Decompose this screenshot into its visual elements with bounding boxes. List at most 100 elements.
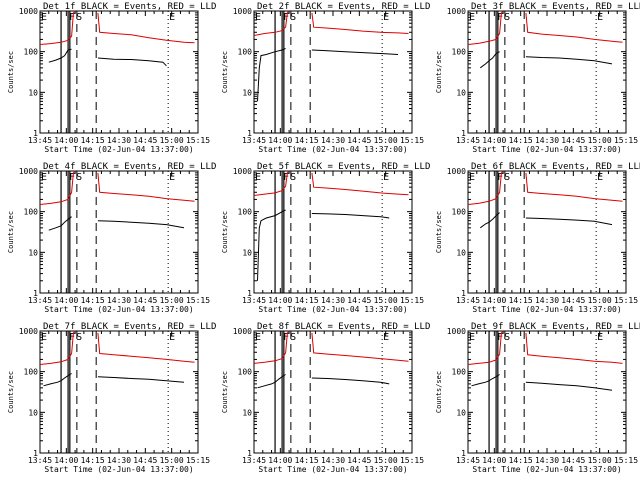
y-tick-label: 100 <box>452 208 467 217</box>
x-tick-label: 13:45 <box>456 456 480 465</box>
interval-marker-E: E <box>597 172 603 183</box>
y-tick-label: 1000 <box>19 327 38 336</box>
y-tick-label: 1 <box>247 289 252 298</box>
series-lld <box>253 10 409 36</box>
x-tick-label: 14:00 <box>268 296 292 305</box>
x-tick-label: 13:45 <box>242 456 266 465</box>
x-tick-label: 14:00 <box>268 136 292 145</box>
x-tick-label: 14:30 <box>321 456 345 465</box>
y-tick-label: 10 <box>28 408 38 417</box>
x-tick-label: 14:45 <box>133 296 157 305</box>
panel-det-2: Det 2f BLACK = Events, RED = LLD Counts/s… <box>221 2 430 154</box>
plot-frame <box>39 330 199 454</box>
panel-title: Det 9f BLACK = Events, RED = LLD <box>471 322 640 332</box>
interval-marker-E: E <box>469 12 475 23</box>
x-tick-label: 14:30 <box>321 136 345 145</box>
panel-det-8: Det 8f BLACK = Events, RED = LLD Counts/s… <box>221 322 430 474</box>
interval-marker-F: F <box>69 332 75 343</box>
x-tick-label: 15:00 <box>588 296 612 305</box>
panel-title: Det 6f BLACK = Events, RED = LLD <box>471 162 640 172</box>
y-axis-label: Counts/sec <box>221 51 229 93</box>
interval-marker-E: E <box>469 172 475 183</box>
y-tick-label: 1 <box>33 289 38 298</box>
y-tick-label: 1000 <box>447 7 466 16</box>
y-tick-label: 1000 <box>233 327 252 336</box>
interval-marker-S: S <box>290 172 296 183</box>
series-events <box>48 216 185 231</box>
interval-marker-E: E <box>255 332 261 343</box>
interval-marker-S: S <box>76 332 82 343</box>
panel-det-6: Det 6f BLACK = Events, RED = LLD Counts/s… <box>435 162 640 314</box>
x-tick-label: 14:00 <box>482 296 506 305</box>
x-axis-label: Start Time (02-Jun-04 13:37:00) <box>44 145 193 154</box>
y-tick-label: 100 <box>452 368 467 377</box>
plot-frame <box>253 330 413 454</box>
interval-marker-S: S <box>504 172 510 183</box>
x-tick-label: 14:00 <box>482 456 506 465</box>
y-tick-label: 10 <box>242 408 252 417</box>
x-tick-label: 15:00 <box>160 456 184 465</box>
panel-det-7: Det 7f BLACK = Events, RED = LLD Counts/s… <box>7 322 216 474</box>
x-tick-label: 15:15 <box>400 456 424 465</box>
y-tick-label: 1 <box>247 449 252 458</box>
panel-det-3: Det 3f BLACK = Events, RED = LLD Counts/s… <box>435 2 640 154</box>
x-tick-label: 14:00 <box>482 136 506 145</box>
y-axis-label: Counts/sec <box>221 371 229 413</box>
interval-marker-E: E <box>383 172 389 183</box>
panel-det-5: Det 5f BLACK = Events, RED = LLD Counts/s… <box>221 162 430 314</box>
y-tick-label: 10 <box>456 88 466 97</box>
interval-marker-S: S <box>504 332 510 343</box>
series-lld <box>253 330 409 364</box>
y-axis-label: Counts/sec <box>435 211 443 253</box>
panel-title: Det 4f BLACK = Events, RED = LLD <box>43 162 216 172</box>
x-tick-label: 14:45 <box>347 136 371 145</box>
panel-title: Det 5f BLACK = Events, RED = LLD <box>257 162 430 172</box>
y-tick-label: 10 <box>456 408 466 417</box>
x-tick-label: 15:00 <box>374 136 398 145</box>
x-axis-label: Start Time (02-Jun-04 13:37:00) <box>258 305 407 314</box>
interval-marker-E: E <box>597 332 603 343</box>
y-tick-label: 1 <box>247 129 252 138</box>
panel-det-1: Det 1f BLACK = Events, RED = LLD Counts/s… <box>7 2 216 154</box>
series-lld <box>467 330 623 365</box>
y-tick-label: 10 <box>28 248 38 257</box>
y-axis-label: Counts/sec <box>435 51 443 93</box>
x-tick-label: 14:15 <box>81 136 105 145</box>
x-tick-label: 14:00 <box>268 456 292 465</box>
x-axis-label: Start Time (02-Jun-04 13:37:00) <box>472 305 621 314</box>
x-tick-label: 14:15 <box>509 296 533 305</box>
x-tick-label: 15:00 <box>588 136 612 145</box>
interval-marker-E: E <box>255 172 261 183</box>
plot-frame <box>39 170 199 294</box>
x-tick-label: 15:15 <box>614 456 638 465</box>
y-tick-label: 10 <box>28 88 38 97</box>
y-tick-label: 1 <box>461 449 466 458</box>
y-tick-label: 1000 <box>447 167 466 176</box>
x-tick-label: 14:15 <box>509 136 533 145</box>
interval-marker-S: S <box>504 12 510 23</box>
x-tick-label: 13:45 <box>456 136 480 145</box>
x-tick-label: 14:30 <box>107 136 131 145</box>
plot-frame <box>467 10 627 134</box>
x-tick-label: 14:45 <box>561 456 585 465</box>
x-tick-label: 13:45 <box>456 296 480 305</box>
interval-marker-F: F <box>497 172 503 183</box>
y-tick-label: 1000 <box>233 167 252 176</box>
x-tick-label: 14:45 <box>561 296 585 305</box>
x-tick-label: 15:00 <box>588 456 612 465</box>
x-tick-label: 13:45 <box>28 296 52 305</box>
x-tick-label: 14:00 <box>54 296 78 305</box>
plot-frame <box>253 170 413 294</box>
x-tick-label: 15:15 <box>186 136 210 145</box>
x-tick-label: 15:15 <box>614 296 638 305</box>
series-events <box>480 51 613 69</box>
x-axis-label: Start Time (02-Jun-04 13:37:00) <box>258 145 407 154</box>
x-tick-label: 14:00 <box>54 136 78 145</box>
y-tick-label: 10 <box>456 248 466 257</box>
series-lld <box>39 170 195 205</box>
interval-marker-F: F <box>283 12 289 23</box>
x-tick-label: 15:15 <box>186 296 210 305</box>
x-tick-label: 13:45 <box>242 136 266 145</box>
panel-title: Det 8f BLACK = Events, RED = LLD <box>257 322 430 332</box>
